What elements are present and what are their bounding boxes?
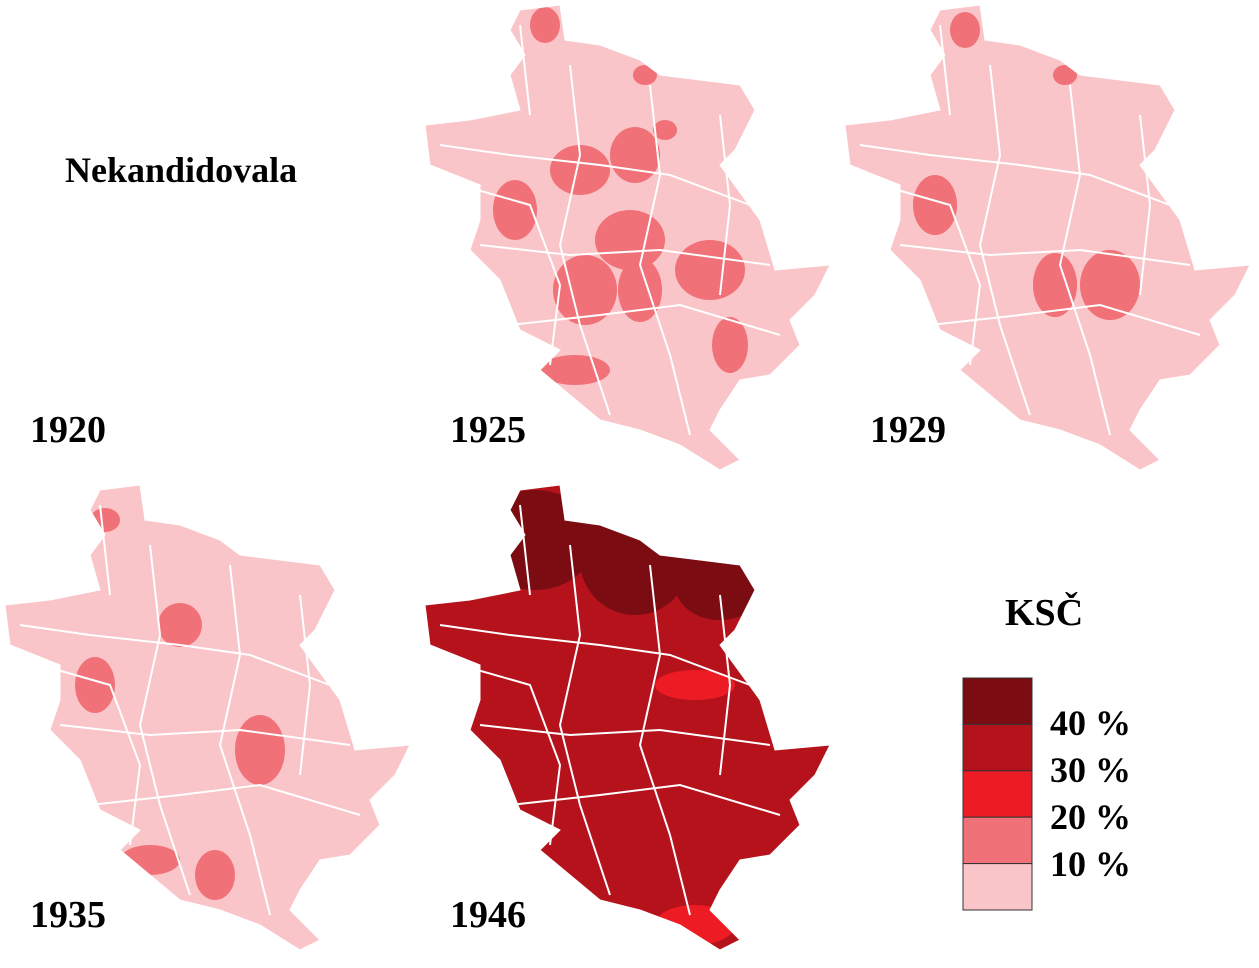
legend-swatch bbox=[962, 863, 1033, 911]
district bbox=[610, 127, 660, 183]
map bbox=[844, 4, 1251, 471]
district-border bbox=[978, 64, 1031, 416]
district-border bbox=[519, 504, 531, 596]
district bbox=[1053, 65, 1077, 85]
legend-swatch bbox=[962, 816, 1033, 865]
district-border bbox=[439, 624, 751, 686]
map-year: 1925 bbox=[450, 409, 526, 451]
district bbox=[655, 670, 735, 700]
district bbox=[235, 715, 285, 785]
district bbox=[195, 850, 235, 900]
district-border bbox=[638, 564, 691, 916]
region-outline bbox=[424, 484, 831, 951]
legend-label: 20 % bbox=[1050, 797, 1131, 837]
district bbox=[653, 120, 677, 140]
district-border bbox=[459, 184, 562, 366]
district-border bbox=[299, 594, 312, 776]
district bbox=[90, 508, 120, 532]
district bbox=[618, 258, 662, 322]
regions bbox=[439, 7, 781, 436]
district bbox=[158, 603, 202, 647]
map-year: 1920 bbox=[30, 409, 106, 451]
district bbox=[633, 65, 657, 85]
district-border bbox=[638, 84, 691, 436]
district bbox=[493, 180, 537, 240]
district-border bbox=[218, 564, 271, 916]
legend-swatch bbox=[962, 677, 1033, 725]
region-outline bbox=[424, 4, 831, 471]
district bbox=[913, 175, 957, 235]
district-border bbox=[39, 664, 142, 846]
note: Nekandidovala bbox=[65, 150, 297, 190]
legend-label: 40 % bbox=[1050, 703, 1131, 743]
district-border bbox=[439, 144, 751, 206]
district bbox=[712, 317, 748, 373]
legend-swatch bbox=[962, 770, 1033, 818]
district-border bbox=[719, 114, 732, 296]
map-year: 1946 bbox=[450, 894, 526, 936]
district bbox=[580, 505, 690, 615]
region-area bbox=[845, 5, 1250, 470]
district-border bbox=[719, 594, 732, 776]
region-area bbox=[5, 485, 410, 950]
map-year: 1935 bbox=[30, 894, 106, 936]
district-border bbox=[859, 144, 1171, 206]
region-outline bbox=[4, 484, 411, 951]
district bbox=[475, 490, 595, 590]
district-border bbox=[459, 664, 562, 846]
legend-label: 10 % bbox=[1050, 844, 1131, 884]
district bbox=[553, 255, 617, 325]
district bbox=[950, 12, 980, 48]
district-border bbox=[138, 544, 191, 896]
district-border bbox=[19, 624, 331, 686]
map bbox=[4, 484, 411, 951]
district bbox=[530, 7, 560, 43]
map bbox=[424, 484, 831, 951]
region-outline bbox=[844, 4, 1251, 471]
legend-title: KSČ bbox=[1005, 591, 1083, 634]
district bbox=[655, 905, 735, 945]
district-border bbox=[879, 184, 982, 366]
district bbox=[550, 145, 610, 195]
regions bbox=[859, 12, 1201, 436]
district bbox=[1033, 253, 1077, 317]
regions bbox=[19, 504, 361, 916]
district-border bbox=[479, 244, 771, 266]
district bbox=[75, 657, 115, 713]
district-border bbox=[1139, 114, 1152, 296]
legend-swatch bbox=[962, 723, 1033, 772]
district-border bbox=[99, 504, 111, 596]
district-border bbox=[479, 724, 771, 746]
district-border bbox=[519, 24, 531, 116]
district bbox=[595, 210, 665, 270]
legend-label: 30 % bbox=[1050, 750, 1131, 790]
map-year: 1929 bbox=[870, 409, 946, 451]
district-border bbox=[1058, 84, 1111, 436]
district-border bbox=[558, 544, 611, 896]
district-border bbox=[558, 64, 611, 416]
district-border bbox=[899, 244, 1191, 266]
map bbox=[424, 4, 831, 471]
district-border bbox=[939, 24, 951, 116]
district bbox=[120, 845, 180, 875]
district bbox=[1080, 250, 1140, 320]
district bbox=[675, 240, 745, 300]
district-border bbox=[59, 724, 351, 746]
